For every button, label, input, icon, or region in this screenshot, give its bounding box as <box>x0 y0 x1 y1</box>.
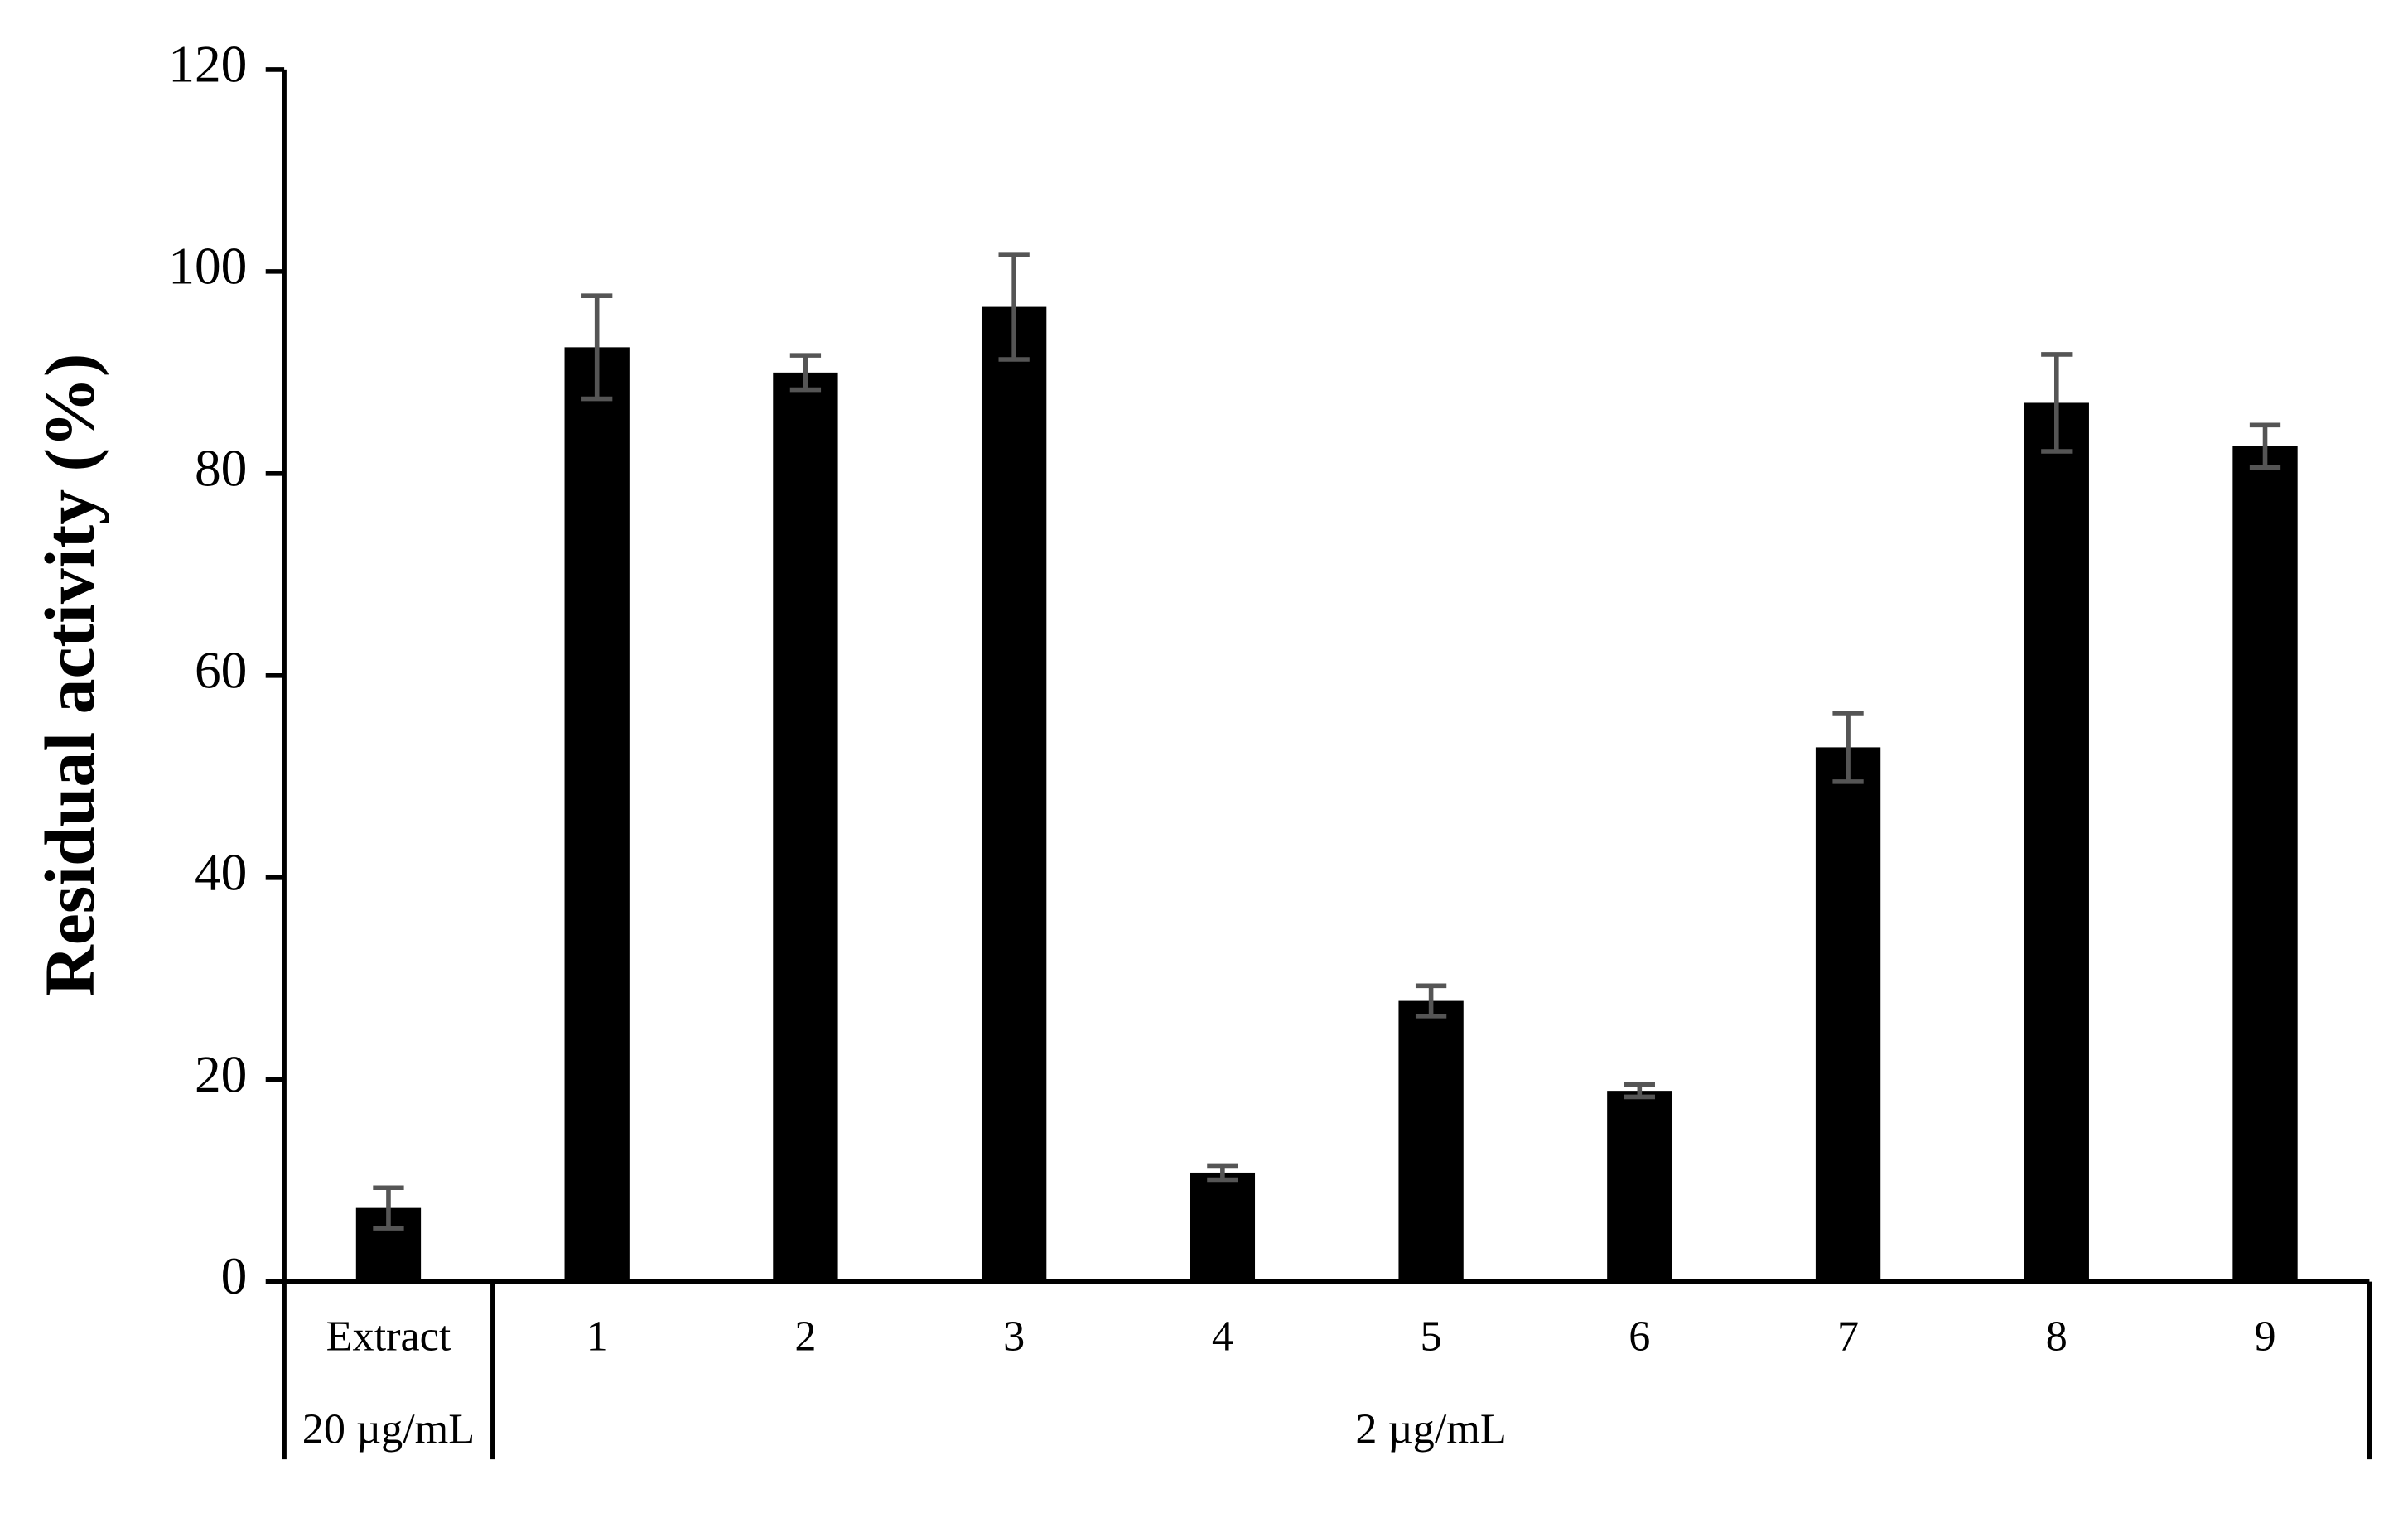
x-tick-label: Extract <box>326 1313 451 1361</box>
bar <box>981 306 1047 1282</box>
y-tick-label: 120 <box>168 35 247 93</box>
bar <box>1815 747 1881 1282</box>
error-bar <box>1832 711 1864 784</box>
error-bar <box>789 353 822 393</box>
y-tick-label: 0 <box>221 1247 248 1305</box>
x-tick-label: 4 <box>1212 1313 1233 1361</box>
x-tick-label: 2 <box>794 1313 816 1361</box>
x-tick-label: 6 <box>1629 1313 1650 1361</box>
error-bar <box>1415 983 1447 1019</box>
bar <box>564 347 630 1282</box>
x-tick-label: 3 <box>1003 1313 1025 1361</box>
error-bar <box>2041 352 2073 454</box>
x-tick-label: 9 <box>2254 1313 2275 1361</box>
x-tick-label: 1 <box>586 1313 608 1361</box>
group-label: 2 µg/mL <box>1355 1405 1506 1453</box>
error-bar <box>2249 422 2281 470</box>
error-bar <box>998 252 1030 362</box>
y-axis-title: Residual activity (%) <box>31 354 109 997</box>
error-bar <box>1207 1163 1238 1183</box>
y-tick-label: 80 <box>195 439 247 497</box>
bar <box>2024 402 2089 1282</box>
y-tick-label: 20 <box>195 1045 247 1103</box>
y-tick-label: 60 <box>195 641 247 699</box>
x-tick-label: 7 <box>1837 1313 1859 1361</box>
bar <box>1607 1091 1672 1282</box>
bar <box>1398 1000 1464 1282</box>
error-bar <box>1624 1082 1655 1100</box>
error-bar <box>373 1185 404 1231</box>
x-tick-label: 5 <box>1421 1313 1442 1361</box>
bar <box>2232 446 2298 1282</box>
x-tick-label: 8 <box>2046 1313 2068 1361</box>
bar <box>1190 1172 1256 1282</box>
y-tick-label: 100 <box>168 237 247 295</box>
error-bar <box>581 293 613 402</box>
group-label: 20 µg/mL <box>302 1405 475 1453</box>
bar <box>773 372 838 1282</box>
y-tick-label: 40 <box>195 843 247 901</box>
